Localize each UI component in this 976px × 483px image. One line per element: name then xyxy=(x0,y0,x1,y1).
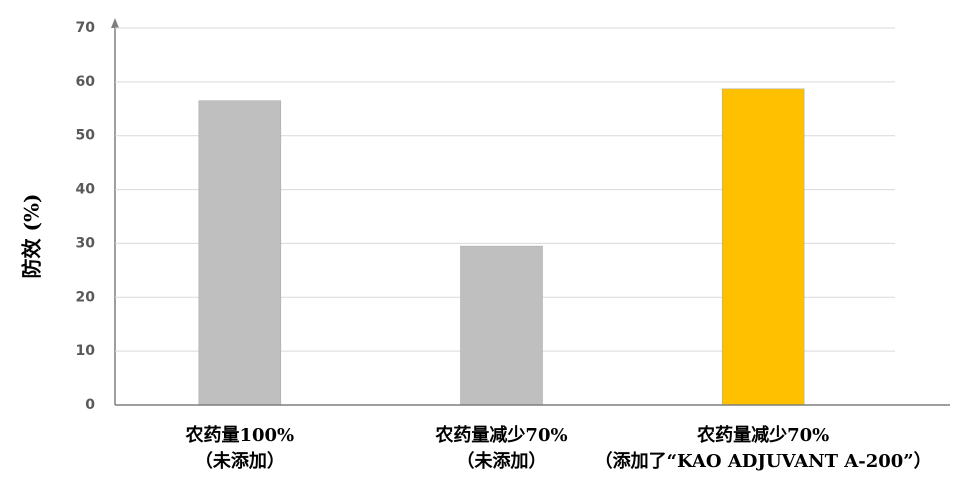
y-tick-label: 50 xyxy=(76,128,96,144)
y-axis-arrow xyxy=(111,18,119,28)
x-tick-label: 农药量减少70% （添加了“KAO ADJUVANT A-200”） xyxy=(594,425,932,472)
y-tick-label: 10 xyxy=(76,343,96,359)
y-tick-label: 70 xyxy=(76,20,96,36)
bar xyxy=(198,100,282,406)
y-axis-label: 防效 (%) xyxy=(19,193,44,279)
y-tick-label: 40 xyxy=(76,182,96,198)
bar xyxy=(460,245,543,406)
y-tick-label: 0 xyxy=(85,397,95,413)
x-tick-label: 农药量100% （未添加） xyxy=(185,425,295,472)
y-tick-label: 60 xyxy=(76,74,96,90)
y-tick-label: 30 xyxy=(76,235,96,251)
x-tick-label: 农药量减少70% （未添加） xyxy=(435,425,568,472)
y-tick-label: 20 xyxy=(76,289,96,305)
bar xyxy=(721,88,805,406)
